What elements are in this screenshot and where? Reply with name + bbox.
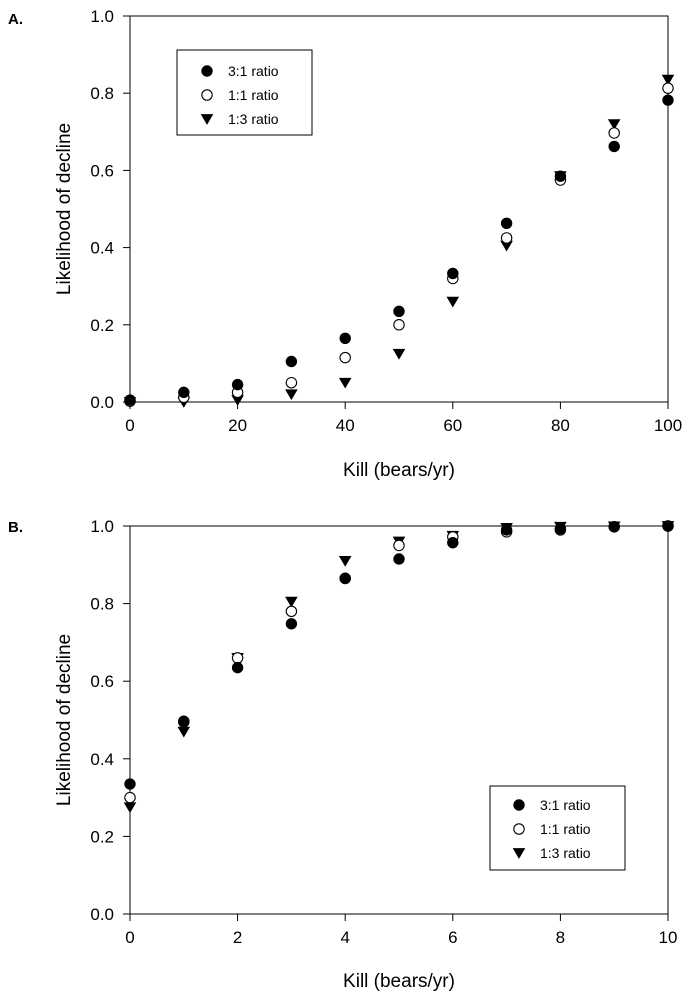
panel-b-ticks: 0 2 4 6 8 10 0.0 0.2 0.4 0.6 0.8 1.0 (90, 517, 677, 947)
panel-a-x-tick-label: 40 (336, 416, 355, 435)
panel-b-x-tick-label: 0 (125, 928, 134, 947)
panel-a-y-tick-label: 0.2 (90, 316, 114, 335)
panel-b-point-series-1 (231, 661, 244, 674)
panel-a-point-series-1 (447, 267, 459, 280)
panel-a-point-series-2 (662, 82, 674, 94)
panel-a-point-series-1 (393, 305, 405, 317)
panel-a-point-series-2 (608, 127, 620, 139)
panel-a-plot-frame (129, 15, 669, 403)
panel-a-x-tick-label: 80 (551, 416, 570, 435)
panel-b-x-tick-label: 6 (448, 928, 457, 947)
panel-a-x-tick-label: 60 (443, 416, 462, 435)
panel-a-point-series-3 (338, 377, 352, 389)
panel-a: A. 0 20 40 60 80 100 0.0 0.2 0.4 0.6 0.8 1.0 Kill (… (8, 7, 682, 481)
panel-a-legend-marker-2 (201, 89, 213, 101)
panel-a-point-series-2 (500, 232, 513, 244)
panel-b-point-series-3 (177, 726, 191, 738)
panel-b-point-series-1 (393, 553, 405, 565)
panel-b-legend-marker-1 (513, 799, 525, 811)
panel-b-plot-frame (129, 525, 669, 915)
panel-b-label: B. (8, 519, 23, 536)
panel-a-point-series-3 (285, 389, 298, 401)
panel-a-point-series-1 (662, 94, 674, 106)
panel-a-point-series-1 (231, 378, 244, 391)
panel-a-legend-marker-3 (200, 114, 214, 125)
panel-a-point-series-1 (500, 217, 513, 229)
panel-a-x-axis-label: Kill (bears/yr) (343, 460, 455, 481)
panel-a-legend-marker-1 (201, 65, 213, 77)
panel-a-legend-item-2: 1:1 ratio (228, 87, 279, 103)
panel-b-legend-marker-3 (512, 848, 526, 859)
panel-b-data-points (123, 520, 675, 814)
panel-a-ticks: 0 20 40 60 80 100 0.0 0.2 0.4 0.6 0.8 1.0 (90, 7, 682, 435)
panel-b-y-tick-label: 1.0 (90, 517, 114, 536)
panel-b-legend-box (489, 785, 626, 871)
panel-b-legend-item-3: 1:3 ratio (540, 845, 591, 861)
panel-b-point-series-1 (285, 618, 298, 630)
panel-b-x-axis-label: Kill (bears/yr) (343, 971, 455, 992)
panel-b-point-series-3 (338, 556, 352, 567)
panel-b-y-tick-label: 0.6 (90, 672, 114, 691)
panel-b-y-tick-label: 0.4 (90, 750, 114, 769)
panel-a-point-series-1 (608, 140, 620, 153)
panel-b-point-series-1 (339, 572, 351, 585)
panel-b-x-tick-label: 10 (659, 928, 678, 947)
panel-a-y-tick-label: 0.4 (90, 239, 114, 258)
panel-a-point-series-1 (339, 332, 351, 345)
panel-a-point-series-3 (392, 348, 406, 360)
panel-b-point-series-1 (554, 523, 567, 535)
panel-b-y-tick-label: 0.2 (90, 827, 114, 846)
panel-b-y-tick-label: 0.8 (90, 595, 114, 614)
panel-b-legend-markers (512, 799, 526, 859)
panel-b-x-tick-label: 4 (340, 928, 349, 947)
panel-b-point-series-1 (447, 536, 459, 549)
panel-b-legend-marker-2 (513, 823, 525, 835)
panel-a-legend-box (176, 49, 313, 136)
panel-b-point-series-1 (124, 778, 136, 790)
panel-a-x-tick-label: 0 (125, 416, 134, 435)
panel-a-y-tick-label: 0.8 (90, 84, 114, 103)
panel-a-point-series-1 (124, 394, 136, 406)
panel-b-legend: 3:1 ratio 1:1 ratio 1:3 ratio (489, 785, 626, 871)
panel-a-legend-item-3: 1:3 ratio (228, 111, 279, 127)
panel-b-point-series-3 (123, 802, 137, 814)
panel-a-point-series-2 (393, 319, 405, 331)
panel-b-point-series-3 (285, 596, 298, 608)
panel-a-point-series-3 (446, 296, 460, 308)
panel-b-point-series-1 (500, 524, 513, 536)
panel-a-x-tick-label: 20 (228, 416, 247, 435)
panel-a-y-axis-label: Likelihood of decline (54, 123, 75, 295)
panel-a-label: A. (8, 11, 23, 28)
panel-b-point-series-2 (231, 652, 244, 664)
panel-b-legend-item-1: 3:1 ratio (540, 797, 591, 813)
panel-a-y-tick-label: 1.0 (90, 7, 114, 26)
panel-a-y-tick-label: 0.6 (90, 161, 114, 180)
panel-b-y-tick-label: 0.0 (90, 905, 114, 924)
panel-a-point-series-1 (554, 170, 567, 182)
panel-a-point-series-3 (661, 74, 675, 86)
panel-a-point-series-2 (339, 351, 351, 364)
panel-b-point-series-2 (285, 605, 298, 618)
panel-a-legend: 3:1 ratio 1:1 ratio 1:3 ratio (176, 49, 313, 136)
panel-a-point-series-1 (178, 386, 190, 399)
panel-b-point-series-1 (178, 715, 190, 727)
panel-b-point-series-2 (124, 791, 136, 804)
panel-b-x-tick-label: 8 (556, 928, 565, 947)
panel-b-x-tick-label: 2 (233, 928, 242, 947)
panel-a-y-tick-label: 0.0 (90, 393, 114, 412)
panel-b: B. 0 2 4 6 8 10 0.0 0.2 0.4 0.6 0.8 1.0 Kill (bears… (8, 517, 677, 992)
panel-b-legend-item-2: 1:1 ratio (540, 821, 591, 837)
panel-a-legend-item-1: 3:1 ratio (228, 63, 279, 79)
panel-a-data-points (123, 74, 675, 408)
panel-b-point-series-2 (393, 539, 405, 552)
panel-b-point-series-1 (608, 521, 620, 533)
panel-b-point-series-1 (662, 520, 674, 532)
panel-a-x-tick-label: 100 (654, 416, 682, 435)
panel-a-point-series-3 (607, 119, 621, 130)
panel-b-y-axis-label: Likelihood of decline (54, 634, 75, 806)
panel-a-point-series-1 (285, 355, 298, 368)
panel-a-point-series-2 (285, 376, 298, 389)
panel-a-legend-markers (200, 65, 214, 125)
